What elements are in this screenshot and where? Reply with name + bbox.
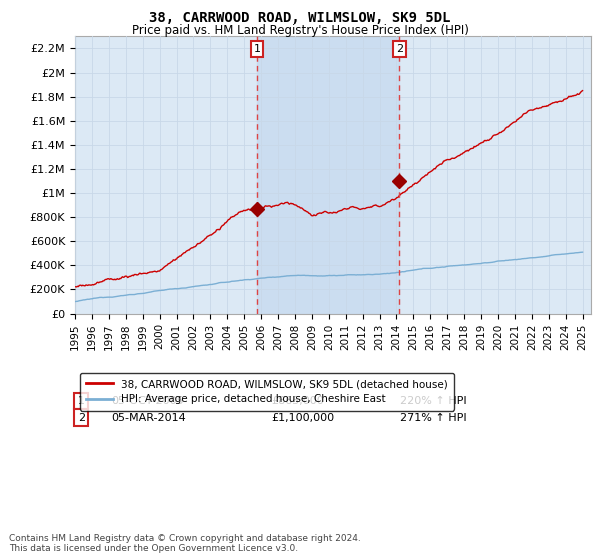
Text: 220% ↑ HPI: 220% ↑ HPI	[400, 396, 467, 406]
Text: 1: 1	[77, 396, 85, 406]
Text: 1: 1	[253, 44, 260, 54]
Bar	[257, 36, 400, 314]
Text: Contains HM Land Registry data © Crown copyright and database right 2024.
This d: Contains HM Land Registry data © Crown c…	[9, 534, 361, 553]
Text: £865,000: £865,000	[271, 396, 324, 406]
Text: 2: 2	[77, 413, 85, 423]
Text: 2: 2	[396, 44, 403, 54]
Text: £1,100,000: £1,100,000	[271, 413, 334, 423]
Text: 271% ↑ HPI: 271% ↑ HPI	[400, 413, 467, 423]
Text: 05-MAR-2014: 05-MAR-2014	[111, 413, 186, 423]
Legend: 38, CARRWOOD ROAD, WILMSLOW, SK9 5DL (detached house), HPI: Average price, detac: 38, CARRWOOD ROAD, WILMSLOW, SK9 5DL (de…	[80, 373, 454, 410]
Text: Price paid vs. HM Land Registry's House Price Index (HPI): Price paid vs. HM Land Registry's House …	[131, 24, 469, 36]
Text: 05-OCT-2005: 05-OCT-2005	[111, 396, 184, 406]
Text: 38, CARRWOOD ROAD, WILMSLOW, SK9 5DL: 38, CARRWOOD ROAD, WILMSLOW, SK9 5DL	[149, 11, 451, 25]
